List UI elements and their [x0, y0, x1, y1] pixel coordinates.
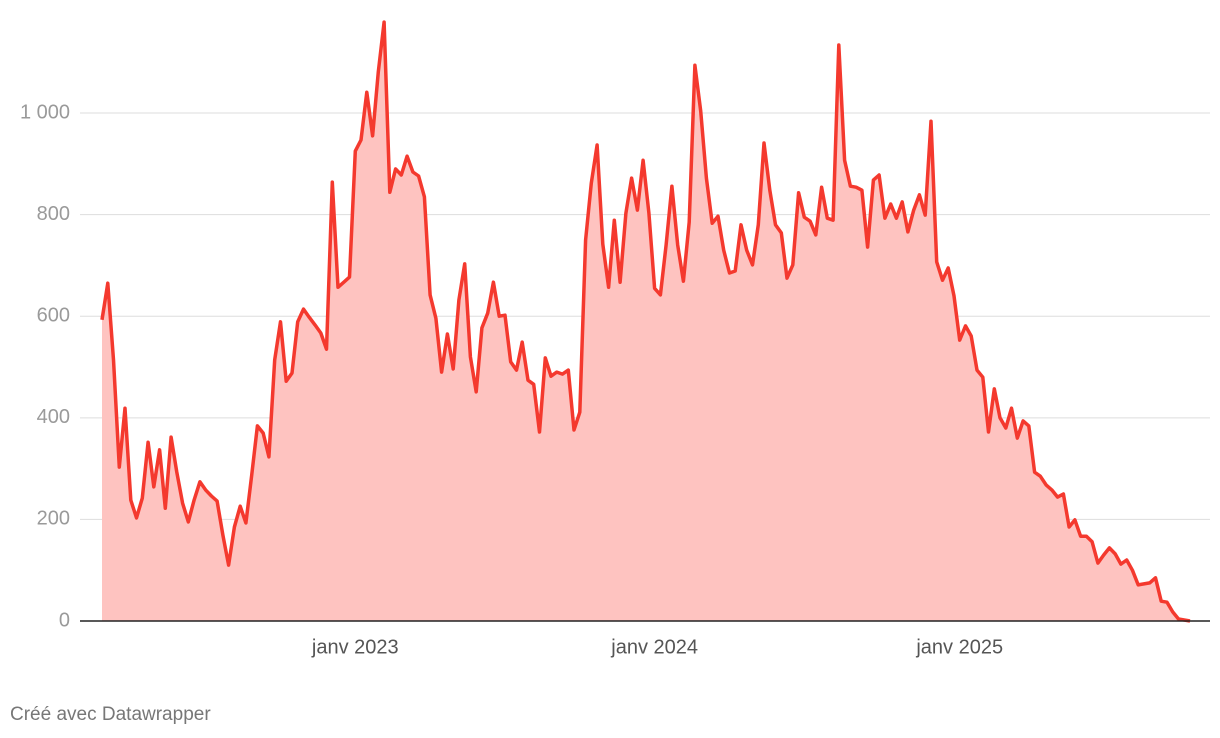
- x-tick-label: janv 2023: [311, 636, 399, 658]
- line: [100, 20, 1191, 623]
- y-tick-label: 600: [37, 305, 70, 327]
- y-tick-label: 0: [59, 609, 70, 631]
- y-tick-label: 800: [37, 203, 70, 225]
- credit: Créé avec Datawrapper: [10, 704, 211, 725]
- y-tick-label: 1 000: [20, 101, 70, 123]
- x-tick-label: janv 2025: [915, 636, 1003, 658]
- y-tick-label: 400: [37, 406, 70, 428]
- area: [102, 22, 1190, 622]
- x-tick-label: janv 2024: [610, 636, 698, 658]
- y-tick-label: 200: [37, 508, 70, 530]
